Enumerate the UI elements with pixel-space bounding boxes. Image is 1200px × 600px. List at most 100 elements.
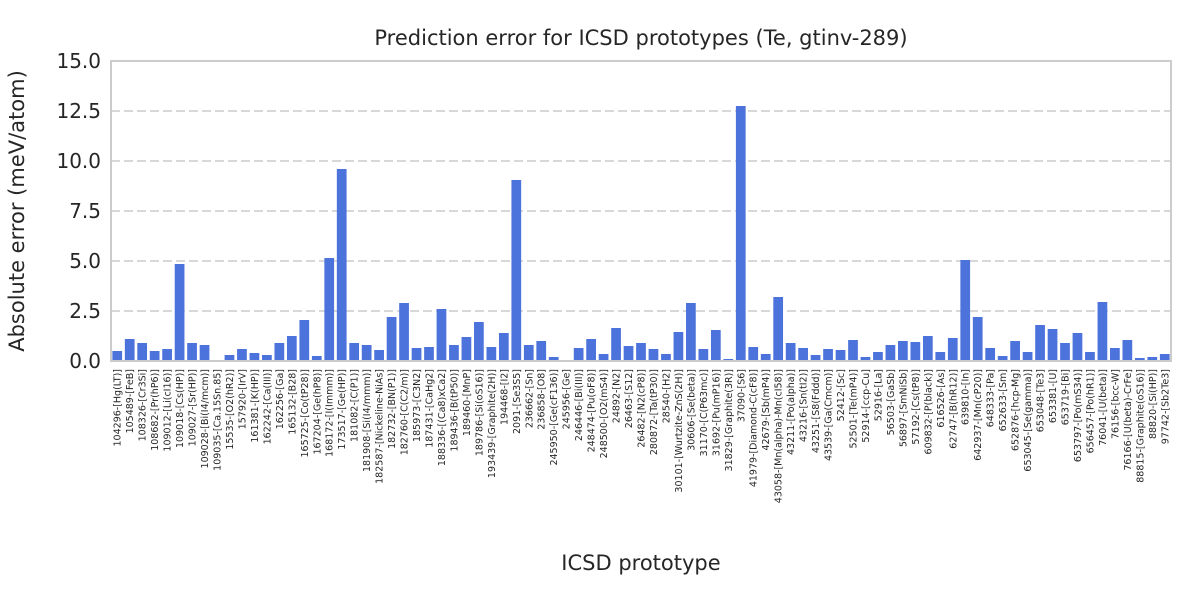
bar <box>586 339 596 361</box>
y-tick-label: 0.0 <box>69 349 101 373</box>
x-tick-label: 609832-[P(black)] <box>923 369 934 454</box>
x-tick-label: 105489-[FeB] <box>125 369 136 433</box>
x-tick-label: 76166-[U(beta)-CrFe] <box>1123 369 1134 471</box>
x-tick-label: 37090-[S6] <box>736 369 747 422</box>
x-tick-label: 181082-[C(P1)] <box>350 369 361 442</box>
bar <box>960 260 971 361</box>
x-tick-label: 109028-[Bi(I4/mcm)] <box>200 369 211 468</box>
x-tick-label: 639810-[In] <box>961 369 972 425</box>
x-tick-label: 642937-[Mn(cP20)] <box>973 369 984 461</box>
chart-title: Prediction error for ICSD prototypes (Te… <box>374 26 907 50</box>
bar <box>511 180 522 361</box>
bar <box>760 354 771 361</box>
x-tick-label: 648333-[Pa] <box>986 369 997 427</box>
x-tick-label: 187431-[CaHg2] <box>425 369 436 448</box>
bar <box>1097 302 1108 361</box>
bar <box>1085 352 1095 361</box>
bar <box>124 339 135 361</box>
bar <box>311 356 322 361</box>
x-tick-label: 181908-[Si(I4/mmm)] <box>362 369 373 472</box>
bar <box>399 303 409 361</box>
bar <box>498 333 509 361</box>
x-tick-label: 62747-[B(hR12)] <box>948 369 959 449</box>
x-tick-label: 162242-[Ca(III)] <box>262 369 273 444</box>
x-tick-labels: 104296-[Hg(LT)] 105489-[FeB] 108326-[Cr3Si… <box>113 369 1172 503</box>
bar <box>361 345 372 361</box>
x-tick-label: 76041-[U(beta)] <box>1098 369 1109 446</box>
bar <box>199 345 210 361</box>
x-tick-label: 56503-[GaSb] <box>886 369 897 435</box>
x-tick-label: 185973-[C3N2] <box>412 369 423 442</box>
x-tick-label: 24892-[N2] <box>612 369 623 423</box>
bar <box>710 330 721 361</box>
bar <box>474 322 484 361</box>
bar <box>187 343 197 361</box>
x-tick-label: 42679-[Sb(mP4)] <box>761 369 772 451</box>
bar <box>935 352 946 361</box>
bar <box>548 357 559 361</box>
bar <box>374 350 384 361</box>
x-tick-label: 168172-[I(Immm)] <box>325 369 336 457</box>
bar <box>922 336 933 361</box>
bar <box>436 309 447 361</box>
bars <box>112 106 1170 361</box>
x-tick-label: 246446-[Bi(III)] <box>574 369 585 441</box>
x-tick-label: 194468-[I2] <box>499 369 510 425</box>
x-tick-label: 31829-[Graphite(3R)] <box>724 369 735 471</box>
bar <box>1147 357 1158 361</box>
x-tick-label: 52914-[ccp-Cu] <box>861 369 872 443</box>
bar <box>1047 329 1058 361</box>
bar <box>411 348 422 361</box>
bar <box>985 348 996 361</box>
bar <box>835 350 846 361</box>
x-tick-label: 161381-[K(HP)] <box>250 369 261 443</box>
x-tick-label: 109018-[Cs(HP)] <box>175 369 186 448</box>
x-tick-label: 43251-[S8(Fddd)] <box>811 369 822 453</box>
bar <box>860 357 871 361</box>
bar <box>536 341 547 361</box>
x-tick-label: 104296-[Hg(LT)] <box>113 369 124 446</box>
bar <box>449 345 459 361</box>
x-tick-label: 236858-[O8] <box>537 369 548 430</box>
x-tick-label: 656457-[Po(hR1)] <box>1085 369 1096 453</box>
x-tick-label: 108326-[Cr3Si] <box>138 369 149 441</box>
bar <box>1159 354 1170 361</box>
x-tick-label: 56897-[SmNiSb] <box>898 369 909 447</box>
bar <box>648 349 659 361</box>
bar <box>174 264 185 361</box>
bar <box>611 328 621 361</box>
gridlines <box>111 110 1171 312</box>
x-tick-label: 189786-[Si(oS16)] <box>474 369 485 456</box>
bar <box>686 303 696 361</box>
x-tick-label: 97742-[Sb2Te3] <box>1160 369 1171 444</box>
bar <box>137 343 148 361</box>
x-tick-label: 245956-[Ge] <box>562 369 573 429</box>
bar <box>698 349 709 361</box>
bar <box>349 343 360 361</box>
bar <box>523 345 534 361</box>
bar <box>274 343 285 361</box>
x-tick-label: 165725-[Co(tP28)] <box>300 369 311 458</box>
bar <box>1110 348 1120 361</box>
bar <box>848 340 858 361</box>
x-tick-label: 182587-[Nickeline-NiAs] <box>375 369 386 484</box>
x-tick-label: 26463-[S12] <box>624 369 635 428</box>
bar <box>898 341 908 361</box>
bar <box>673 332 684 361</box>
y-tick-labels: 0.0 2.5 5.0 7.5 10.0 12.5 15.0 <box>56 49 101 373</box>
bar <box>286 336 297 361</box>
x-tick-label: 157920-[IrV] <box>237 369 248 429</box>
bar <box>299 320 310 361</box>
x-tick-label: 165132-[B28] <box>287 369 298 435</box>
bar <box>573 348 584 361</box>
bar <box>947 338 958 361</box>
y-tick-label: 2.5 <box>69 299 101 323</box>
y-tick-label: 5.0 <box>69 249 101 273</box>
x-tick-label: 182760-[C(C2/m)] <box>400 369 411 455</box>
bar <box>324 258 335 361</box>
bar <box>1122 340 1133 361</box>
bar <box>1134 358 1145 361</box>
x-tick-label: 52501-[Te(mP4)] <box>849 369 860 449</box>
y-tick-label: 12.5 <box>56 99 101 123</box>
